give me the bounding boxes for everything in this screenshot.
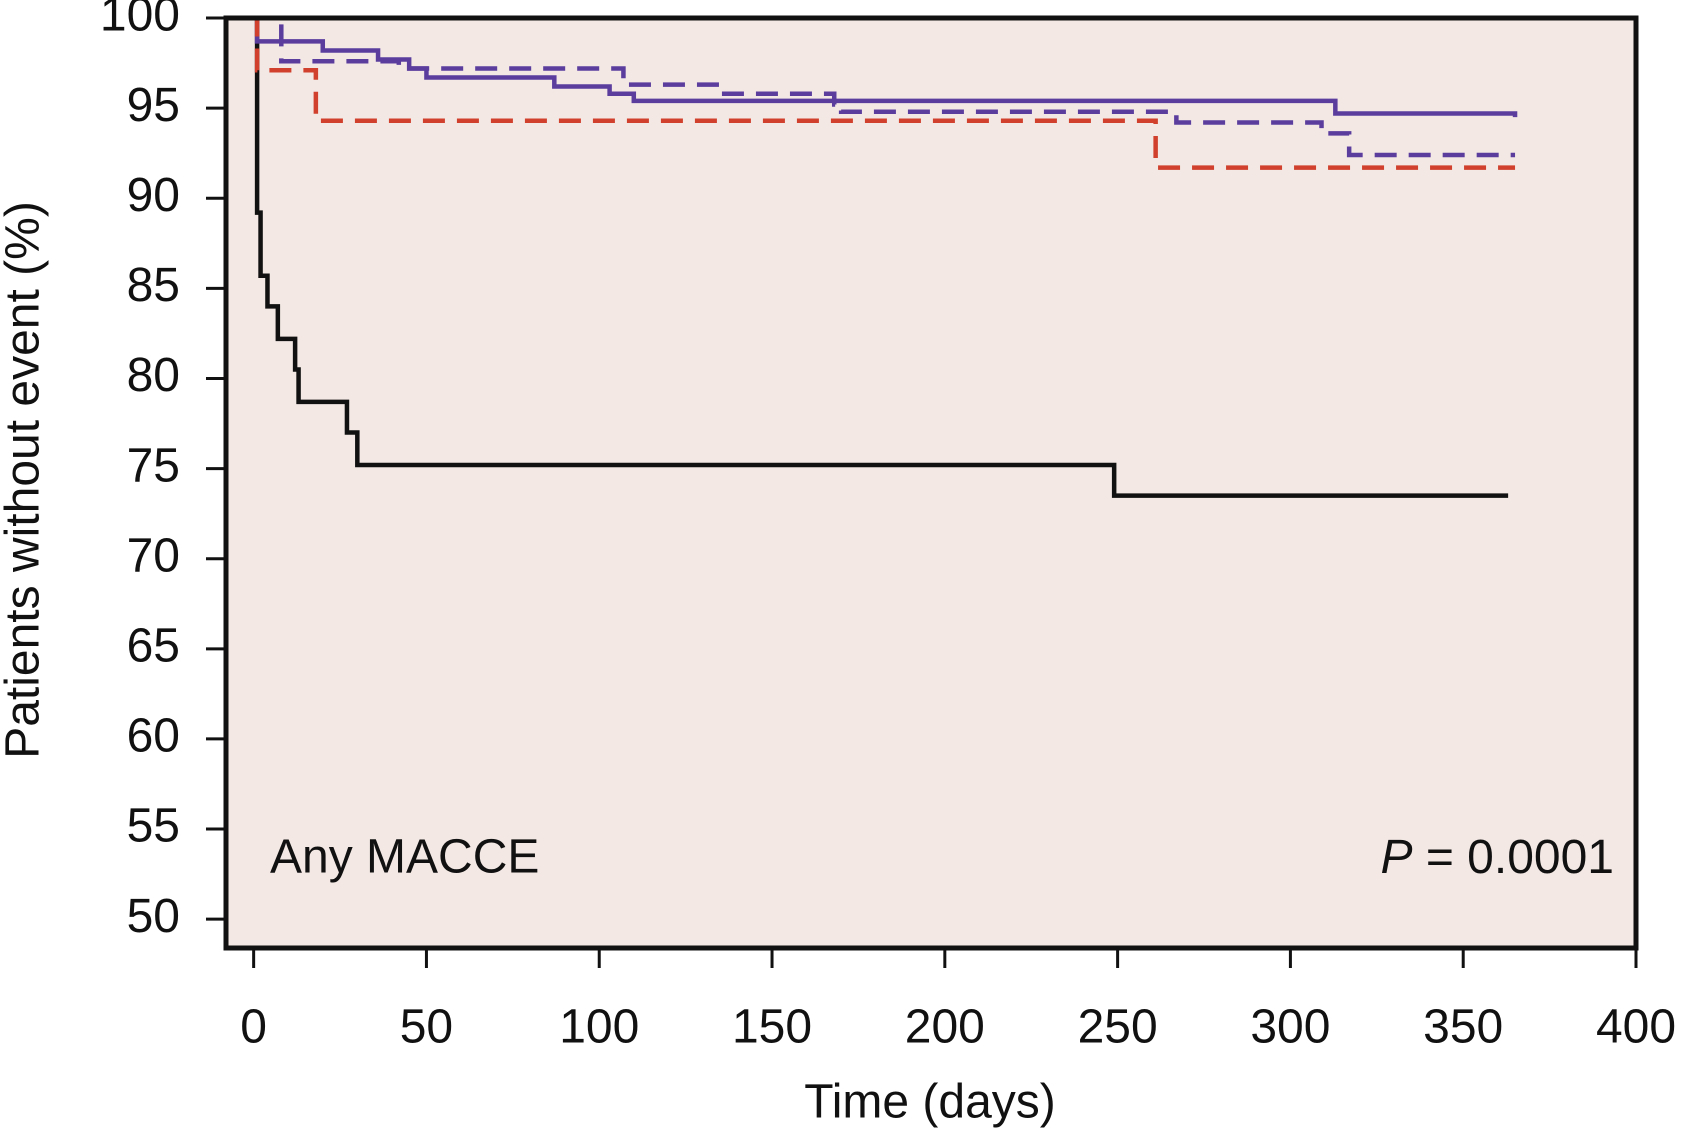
- y-axis-label: Patients without event (%): [0, 201, 50, 759]
- y-tick-label: 85: [127, 259, 180, 312]
- plot-frame: [223, 15, 1639, 951]
- y-tick-label: 95: [127, 79, 180, 132]
- y-tick-label: 90: [127, 169, 180, 222]
- y-tick-label: 60: [127, 710, 180, 763]
- y-tick-label: 80: [127, 349, 180, 402]
- y-tick-label: 100: [100, 0, 180, 42]
- p-symbol: P: [1380, 831, 1412, 884]
- p-value: P = 0.0001: [1380, 831, 1614, 884]
- x-tick-label: 250: [1078, 1001, 1158, 1054]
- annotation: Any MACCE: [270, 831, 539, 884]
- x-tick-label: 0: [240, 1001, 267, 1054]
- survival-curve: [253, 15, 1516, 170]
- survival-curve: [253, 15, 1518, 118]
- x-tick-label: 350: [1423, 1001, 1503, 1054]
- p-text: = 0.0001: [1426, 831, 1614, 884]
- y-tick-label: 70: [127, 529, 180, 582]
- y-tick-label: 55: [127, 800, 180, 853]
- y-tick-label: 50: [127, 890, 180, 943]
- survival-curve: [253, 15, 1516, 158]
- x-axis-label: Time (days): [804, 1076, 1056, 1129]
- x-tick-label: 200: [905, 1001, 985, 1054]
- x-tick-label: 300: [1250, 1001, 1330, 1054]
- x-tick-label: 150: [732, 1001, 812, 1054]
- x-tick-label: 400: [1596, 1001, 1676, 1054]
- survival-curve: [253, 15, 1509, 498]
- y-tick-label: 75: [127, 439, 180, 492]
- plot-background: [226, 18, 1636, 948]
- x-tick-label: 50: [400, 1001, 453, 1054]
- y-tick-label: 65: [127, 619, 180, 672]
- x-tick-label: 100: [559, 1001, 639, 1054]
